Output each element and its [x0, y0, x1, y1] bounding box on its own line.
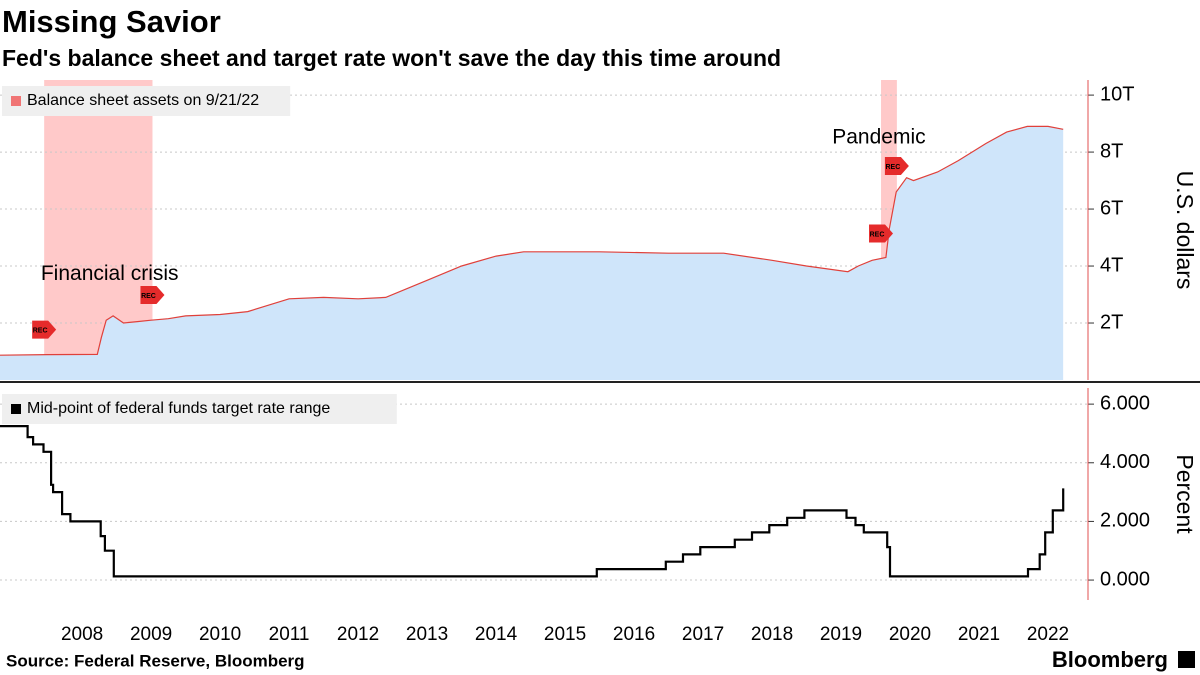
x-tick-label: 2008 — [61, 624, 103, 645]
recession-marker-label: REC — [870, 231, 885, 238]
legend-box — [2, 86, 291, 116]
recession-marker-label: REC — [886, 164, 901, 171]
x-tick-label: 2018 — [751, 624, 793, 645]
x-tick-label: 2011 — [269, 624, 310, 645]
x-tick-label: 2014 — [475, 624, 518, 645]
x-tick-label: 2016 — [613, 624, 655, 645]
legend-label: Balance sheet assets on 9/21/22 — [27, 92, 259, 109]
x-tick-label: 2021 — [958, 624, 1000, 645]
area-line — [0, 125, 1064, 356]
y-tick-label: 4.000 — [1100, 451, 1150, 473]
annotation: Pandemic — [832, 125, 925, 148]
area — [0, 126, 1064, 381]
x-tick-label: 2015 — [544, 624, 586, 645]
brand-icon — [1178, 651, 1195, 668]
y-axis-title: Percent — [1172, 454, 1198, 534]
y-tick-label: 0.000 — [1100, 568, 1150, 590]
x-tick-label: 2020 — [889, 624, 931, 645]
y-tick-label: 6T — [1100, 197, 1123, 219]
chart-subtitle: Fed's balance sheet and target rate won'… — [2, 45, 781, 71]
y-axis-title: U.S. dollars — [1172, 171, 1198, 290]
y-tick-label: 6.000 — [1100, 392, 1150, 414]
legend-swatch — [11, 404, 21, 414]
x-tick-label: 2009 — [130, 624, 172, 645]
recession-marker-label: REC — [141, 293, 156, 300]
x-tick-label: 2017 — [682, 624, 724, 645]
x-tick-label: 2022 — [1027, 624, 1069, 645]
x-tick-label: 2019 — [820, 624, 862, 645]
x-tick-label: 2010 — [199, 624, 241, 645]
recession-marker — [884, 157, 909, 176]
x-tick-label: 2012 — [337, 624, 379, 645]
line — [0, 425, 1065, 578]
recession-marker — [869, 224, 894, 243]
legend-swatch — [11, 96, 21, 106]
source: Source: Federal Reserve, Bloomberg — [6, 651, 305, 670]
chart-title: Missing Savior — [2, 4, 221, 39]
recession-marker — [32, 320, 57, 339]
y-tick-label: 4T — [1100, 254, 1123, 276]
recession-marker — [140, 286, 165, 305]
annotation: Financial crisis — [41, 262, 179, 285]
recession-marker-label: REC — [33, 328, 48, 335]
y-tick-label: 2.000 — [1100, 510, 1150, 532]
y-tick-label: 8T — [1100, 140, 1123, 162]
brand: Bloomberg — [1052, 647, 1168, 672]
legend-box — [2, 394, 397, 424]
y-tick-label: 2T — [1100, 311, 1123, 333]
y-tick-label: 10T — [1100, 83, 1134, 105]
x-tick-label: 2013 — [406, 624, 448, 645]
legend-label: Mid-point of federal funds target rate r… — [27, 400, 330, 417]
